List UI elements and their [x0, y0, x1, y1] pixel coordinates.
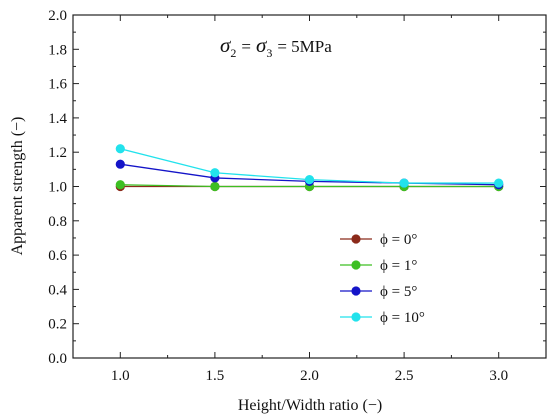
y-tick-label: 2.0: [48, 8, 67, 24]
y-tick-label: 1.8: [48, 42, 67, 58]
legend-marker: [351, 234, 361, 244]
legend-item: ϕ = 1°: [340, 258, 417, 274]
y-tick-label: 1.0: [48, 180, 67, 196]
legend-label: ϕ = 0°: [380, 232, 417, 248]
legend-item: ϕ = 5°: [340, 284, 417, 300]
series-layer: [115, 144, 504, 192]
y-tick-label: 1.6: [48, 77, 67, 93]
data-point: [115, 159, 125, 169]
data-point: [494, 178, 504, 188]
sigma-2-subscript: 2: [230, 46, 236, 60]
legend-label: ϕ = 10°: [380, 310, 425, 326]
y-tick-label: 0.2: [48, 317, 67, 333]
x-tick-label: 3.0: [489, 368, 508, 384]
y-tick-label: 0.8: [48, 214, 67, 230]
x-tick-label: 2.5: [395, 368, 414, 384]
ticks: 0.0 0.2 0.4 0.6 0.8 1.0 1.2 1.4 1.6 1.8 2.0 1.0 1.5 2…: [48, 8, 546, 384]
stress-annotation: σ2 = σ3 = 5MPa: [220, 33, 332, 60]
y-tick-label: 0.6: [48, 248, 67, 264]
x-tick-label: 2.0: [300, 368, 319, 384]
sigma-2-symbol: σ: [220, 33, 232, 57]
x-axis-label: Height/Width ratio (−): [238, 397, 382, 414]
sigma-3-symbol: σ: [256, 33, 268, 57]
data-point: [210, 168, 220, 178]
legend-marker: [351, 312, 361, 322]
legend-marker: [351, 286, 361, 296]
data-point: [115, 180, 125, 190]
y-tick-label: 0.4: [48, 282, 67, 298]
data-point: [115, 144, 125, 154]
data-point: [399, 178, 409, 188]
x-tick-label: 1.5: [206, 368, 225, 384]
annotation-equals: =: [241, 37, 251, 56]
y-tick-label: 0.0: [48, 351, 67, 367]
legend-item: ϕ = 10°: [340, 310, 425, 326]
x-tick-label: 1.0: [111, 368, 130, 384]
annotation-value: = 5MPa: [277, 37, 332, 56]
data-point: [210, 181, 220, 192]
legend: ϕ = 0° ϕ = 1° ϕ = 5° ϕ = 10°: [340, 232, 425, 326]
series-3: [115, 144, 504, 188]
sigma-3-subscript: 3: [266, 46, 272, 60]
legend-label: ϕ = 1°: [380, 258, 417, 274]
legend-marker: [351, 260, 361, 270]
y-tick-label: 1.2: [48, 145, 67, 161]
legend-label: ϕ = 5°: [380, 284, 417, 300]
legend-item: ϕ = 0°: [340, 232, 417, 248]
y-tick-label: 1.4: [48, 111, 67, 127]
data-point: [304, 175, 315, 185]
series-2: [115, 159, 504, 190]
y-axis-label: Apparent strength (−): [9, 117, 26, 256]
